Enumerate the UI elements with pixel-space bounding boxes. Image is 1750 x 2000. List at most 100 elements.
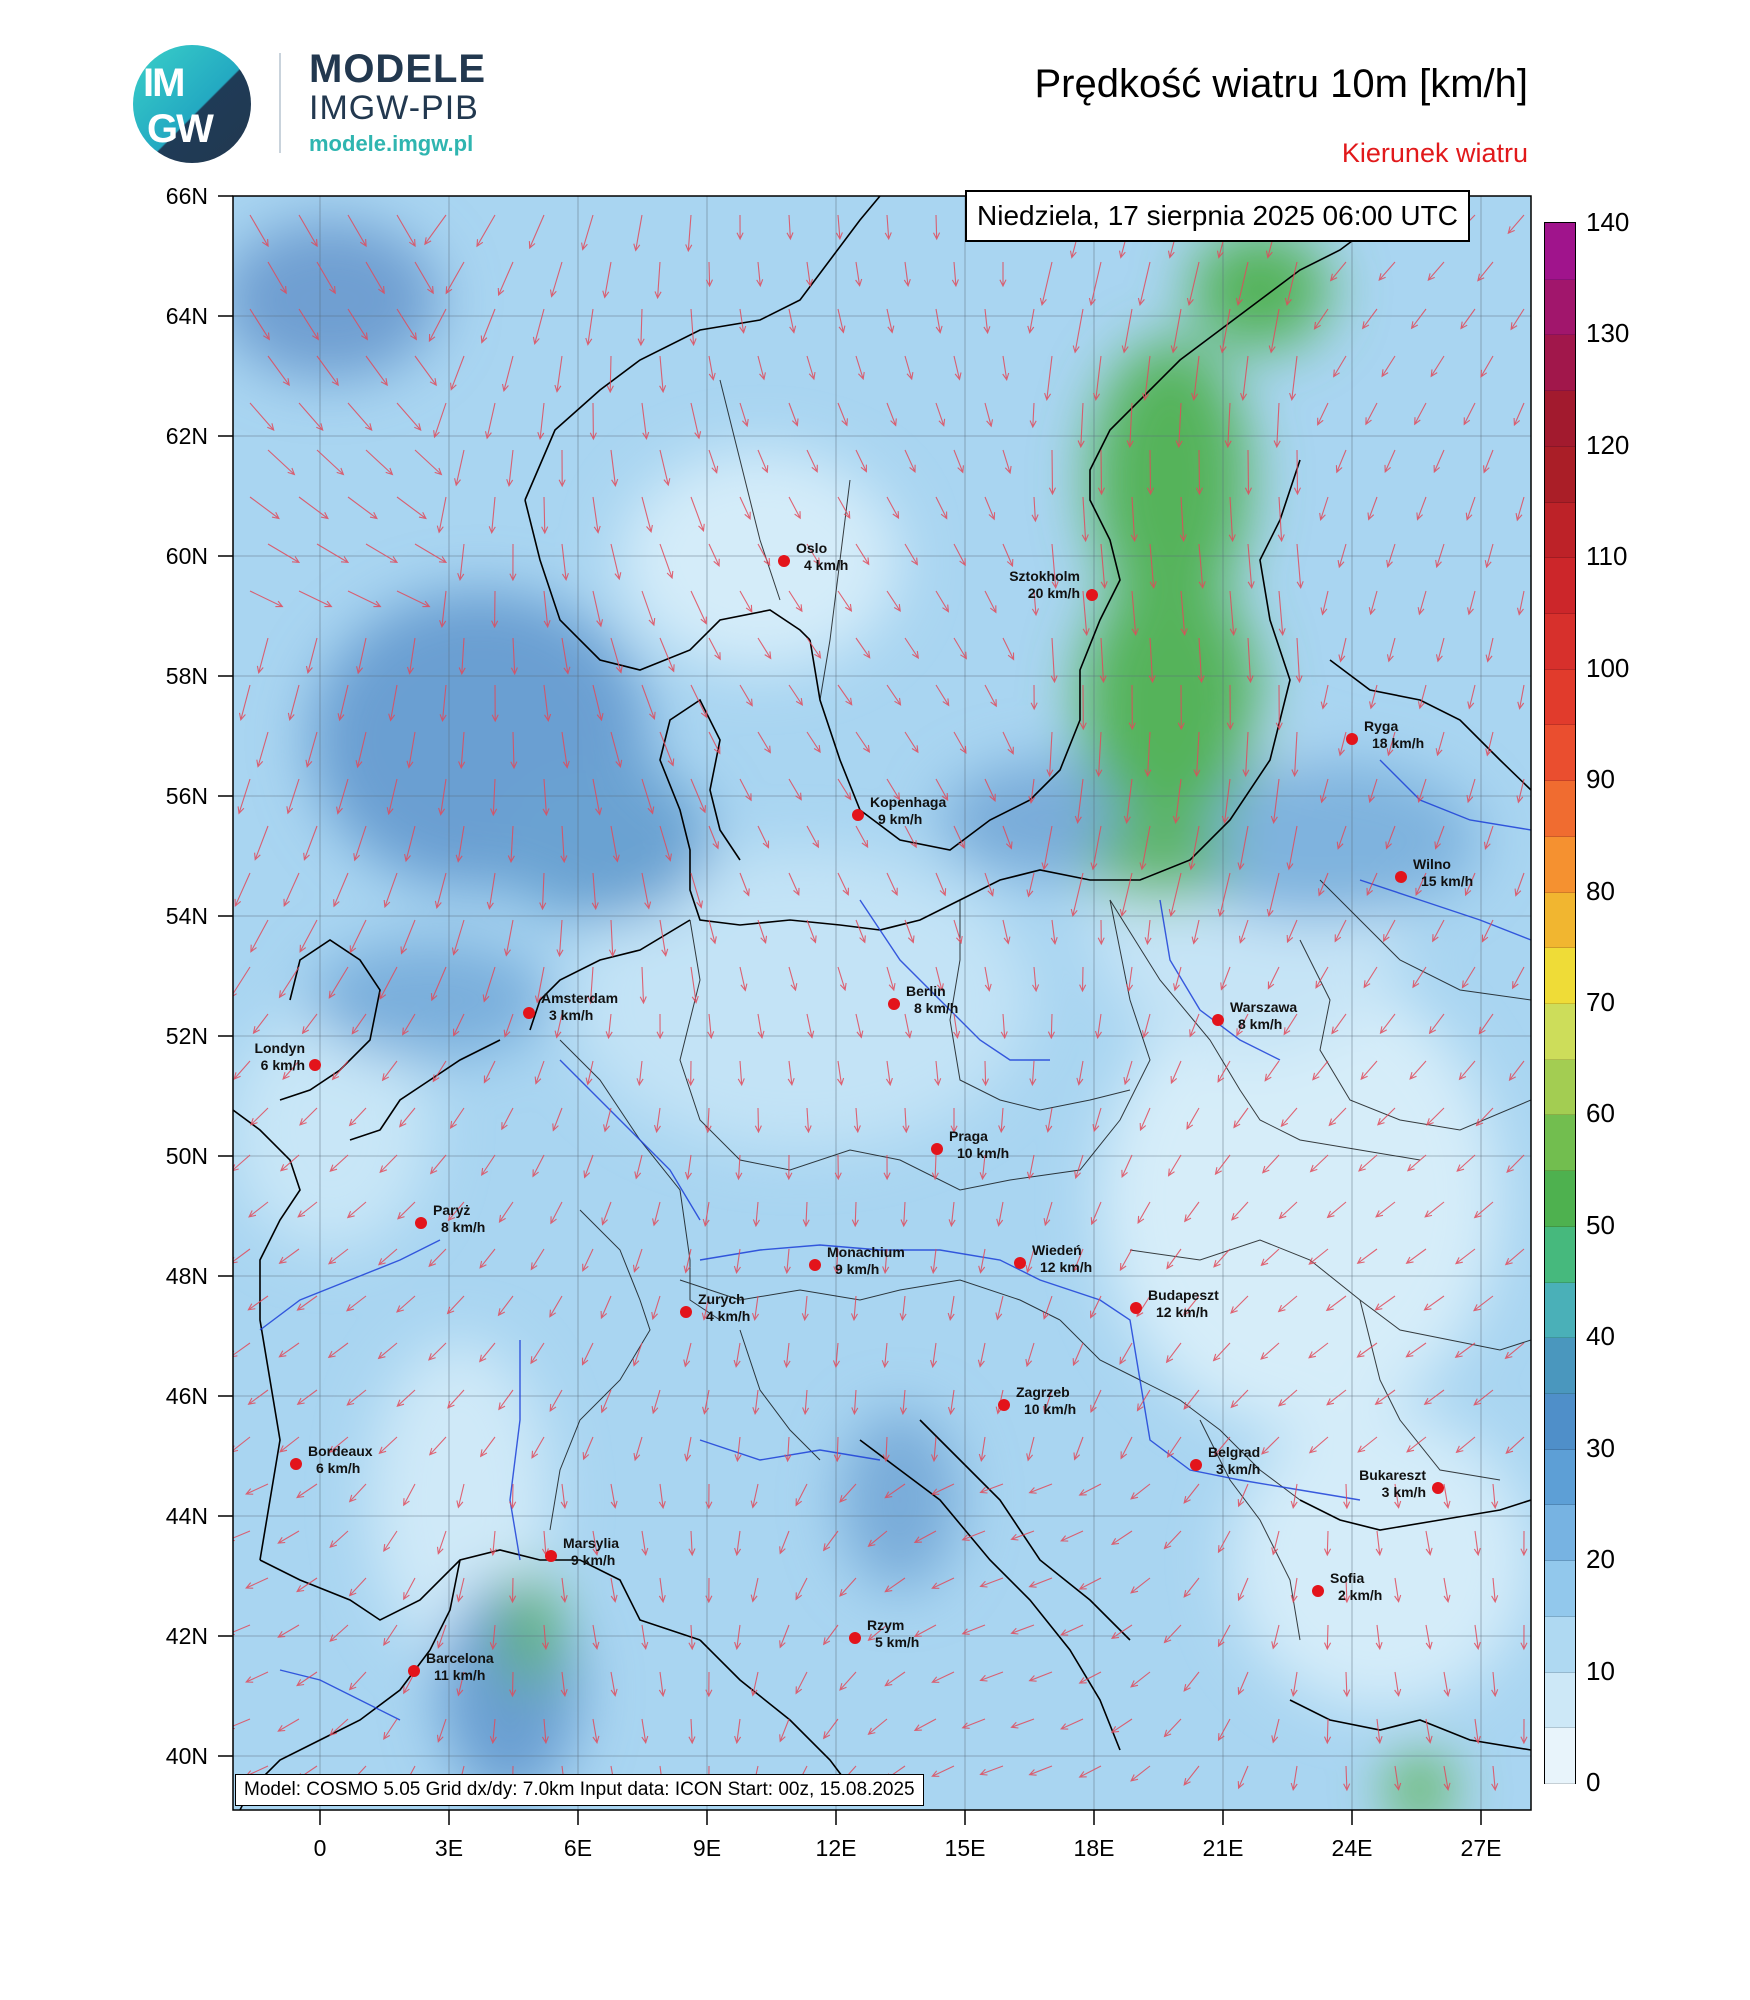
wind-arrow bbox=[684, 1436, 692, 1462]
wind-arrow bbox=[837, 684, 853, 706]
city-dot-icon bbox=[680, 1306, 692, 1318]
wind-arrow bbox=[1309, 1154, 1329, 1173]
wind-arrow bbox=[1343, 1483, 1351, 1510]
wind-arrow bbox=[433, 402, 447, 439]
wind-arrow bbox=[1456, 1154, 1476, 1172]
wind-arrow bbox=[484, 402, 496, 440]
map-frame bbox=[232, 195, 1532, 1811]
colorbar-segment bbox=[1545, 780, 1575, 837]
lon-label: 18E bbox=[1074, 1835, 1115, 1861]
wind-arrow bbox=[822, 1718, 839, 1740]
wind-arrow bbox=[397, 1201, 416, 1220]
wind-arrow bbox=[591, 872, 599, 911]
colorbar-tick-label: 90 bbox=[1586, 764, 1615, 795]
wind-arrow bbox=[947, 1389, 955, 1416]
wind-arrow bbox=[1506, 1154, 1525, 1174]
lat-label: 66N bbox=[166, 183, 208, 209]
wind-arrow bbox=[1235, 261, 1249, 307]
wind-arrow bbox=[855, 1013, 864, 1039]
wind-arrow bbox=[1384, 449, 1396, 474]
wind-arrow bbox=[541, 496, 549, 535]
wind-arrow bbox=[1504, 1342, 1525, 1360]
city-speed: 9 km/h bbox=[878, 811, 922, 827]
wind-arrow bbox=[479, 1436, 496, 1458]
wind-arrow bbox=[886, 684, 902, 706]
wind-arrow bbox=[1428, 1013, 1445, 1035]
wind-arrow bbox=[1480, 355, 1494, 378]
wind-arrow bbox=[733, 1248, 741, 1275]
lat-label: 58N bbox=[166, 663, 208, 689]
wind-arrow bbox=[1375, 1624, 1383, 1651]
wind-arrow bbox=[605, 1013, 613, 1040]
wind-arrow bbox=[783, 1342, 791, 1369]
lon-label: 21E bbox=[1203, 1835, 1244, 1861]
city-name: Oslo bbox=[796, 540, 827, 556]
wind-arrow bbox=[233, 1718, 251, 1730]
wind-arrow bbox=[899, 1389, 907, 1416]
wind-arrow bbox=[953, 637, 967, 660]
wind-arrow bbox=[388, 684, 398, 722]
lon-label: 9E bbox=[693, 1835, 721, 1861]
page-title: Prędkość wiatru 10m [km/h] bbox=[1034, 62, 1529, 106]
wind-arrow bbox=[935, 590, 950, 613]
wind-arrow bbox=[490, 778, 498, 817]
wind-arrow bbox=[779, 1530, 790, 1555]
wind-arrow bbox=[1043, 1201, 1053, 1227]
wind-arrow bbox=[1394, 1577, 1402, 1603]
city-name: Barcelona bbox=[426, 1650, 494, 1666]
lat-label: 44N bbox=[166, 1503, 208, 1529]
colorbar-segment bbox=[1545, 334, 1575, 392]
wind-arrow bbox=[837, 402, 848, 427]
wind-arrow bbox=[1128, 684, 1136, 731]
wind-arrow bbox=[837, 872, 849, 896]
wind-arrow bbox=[632, 1248, 643, 1273]
wind-arrow bbox=[1308, 1436, 1329, 1454]
wind-arrow bbox=[298, 590, 333, 608]
wind-arrow bbox=[283, 872, 300, 907]
wind-arrow bbox=[1467, 684, 1476, 710]
wind-arrow bbox=[1130, 1765, 1151, 1782]
wind-arrow bbox=[855, 919, 866, 944]
wind-arrow bbox=[1356, 1342, 1378, 1358]
wind-arrow bbox=[1072, 308, 1084, 354]
wind-arrow bbox=[1163, 1718, 1182, 1738]
wind-arrow bbox=[1394, 1483, 1402, 1509]
wind-arrow bbox=[979, 1577, 1004, 1588]
wind-arrow bbox=[1473, 1389, 1494, 1406]
wind-arrow bbox=[1172, 778, 1182, 824]
lon-label: 0 bbox=[314, 1835, 327, 1861]
wind-arrow bbox=[1326, 1201, 1347, 1219]
wind-arrow bbox=[1099, 637, 1107, 684]
wind-arrow bbox=[510, 637, 518, 676]
wind-arrow bbox=[935, 872, 947, 897]
wind-arrow bbox=[806, 825, 819, 849]
wind-arrow bbox=[785, 1154, 793, 1181]
wind-arrow bbox=[951, 261, 959, 288]
wind-arrow bbox=[347, 496, 378, 520]
wind-arrow bbox=[267, 261, 287, 295]
wind-arrow bbox=[953, 825, 965, 849]
wind-arrow bbox=[984, 966, 992, 992]
wind-arrow bbox=[651, 1389, 661, 1415]
wind-arrow bbox=[436, 496, 447, 534]
city-name: Wiedeń bbox=[1032, 1242, 1082, 1258]
wind-arrow bbox=[602, 261, 612, 299]
city-speed: 12 km/h bbox=[1040, 1259, 1092, 1275]
wind-arrow bbox=[1244, 449, 1252, 496]
colorbar-segment bbox=[1545, 1281, 1575, 1339]
wind-arrow bbox=[1515, 496, 1525, 522]
wind-arrow bbox=[1383, 919, 1396, 943]
wind-arrow bbox=[279, 1436, 300, 1453]
wind-arrow bbox=[585, 308, 594, 346]
city-name: Ryga bbox=[1364, 718, 1398, 734]
wind-arrow bbox=[1130, 1671, 1151, 1688]
wind-arrow bbox=[303, 825, 318, 861]
wind-arrow bbox=[853, 1107, 861, 1134]
wind-arrow bbox=[736, 214, 744, 241]
wind-arrow bbox=[396, 1389, 416, 1408]
wind-arrow bbox=[532, 308, 545, 346]
wind-arrow bbox=[282, 1060, 300, 1080]
wind-arrow bbox=[1028, 1765, 1053, 1776]
